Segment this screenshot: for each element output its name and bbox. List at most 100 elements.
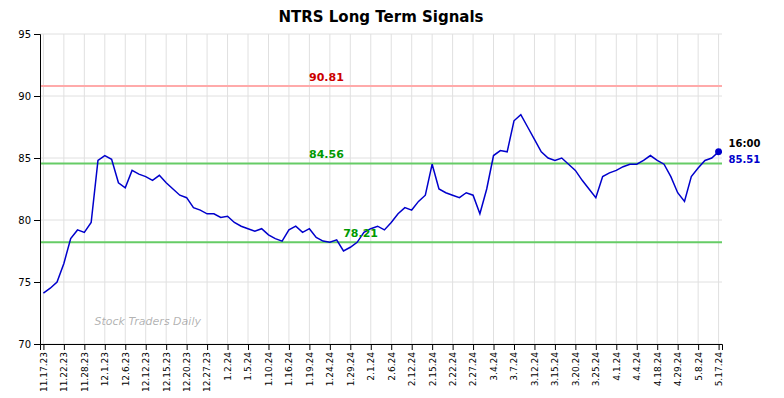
x-tick-label: 12.12.23 [141,352,151,392]
y-tick: 80 [18,215,40,226]
x-tick-label: 1.5.24 [243,352,253,381]
grid-line [63,34,64,344]
x-tick-mark [453,344,454,350]
grid-line [166,34,167,344]
y-tick: 70 [18,339,40,350]
grid-line [493,34,494,344]
y-tick: 85 [18,153,40,164]
reference-line [40,162,722,164]
grid-line [575,34,576,344]
reference-line [40,241,722,243]
x-tick: 1.2.24 [223,344,233,381]
x-tick-label: 1.2.24 [223,352,233,381]
x-tick-label: 1.29.24 [346,352,356,387]
x-tick: 1.19.24 [305,344,315,386]
title: NTRS Long Term Signals [278,8,483,26]
x-tick-mark [555,344,556,350]
x-tick-mark [596,344,597,350]
grid-line [350,34,351,344]
x-tick-mark [105,344,106,350]
annotations: 90.8184.5678.2116:0085.51Stock Traders D… [95,71,761,328]
x-tick-mark [637,344,638,350]
x-tick-label: 4.18.24 [653,352,663,387]
grid-line [534,34,535,344]
y-tick-mark [34,158,40,159]
x-tick: 11.17.23 [39,344,49,392]
x-tick: 2.15.24 [428,344,438,386]
x-tick: 12.15.23 [162,344,172,392]
y-tick-mark [34,220,40,221]
x-tick: 5.17.24 [714,344,724,386]
reference-label: 90.81 [309,71,344,84]
plot: 11.17.2311.22.2311.28.2312.1.2312.6.2312… [18,29,760,392]
grid-line [554,34,555,344]
x-tick-mark [514,344,515,350]
x-tick: 3.15.24 [550,344,560,386]
y-axis-line [34,35,41,345]
grid-line [595,34,596,344]
price-line [43,115,718,294]
x-tick: 12.20.23 [182,344,192,392]
y-tick-label: 75 [18,277,31,288]
x-tick-mark [473,344,474,350]
grid-line [636,34,637,344]
grid-line [288,34,289,344]
grid-line [391,34,392,344]
x-tick: 1.5.24 [243,344,253,381]
grid-line [104,34,105,344]
x-tick-label: 2.22.24 [448,352,458,387]
x-tick-mark [64,344,65,350]
x-tick-mark [494,344,495,350]
grid-line [40,220,722,221]
x-tick: 2.27.24 [468,344,478,386]
x-axis-line [41,345,723,351]
grid-line [40,158,722,159]
x-tick-label: 2.15.24 [428,352,438,387]
grid-line [677,34,678,344]
x-tick-mark [391,344,392,350]
grid-line [40,282,722,283]
grid-line [84,34,85,344]
x-tick: 4.18.24 [653,344,663,386]
x-tick: 2.6.24 [387,344,397,381]
x-tick-mark [350,344,351,350]
x-tick-label: 12.15.23 [162,352,172,392]
x-tick-label: 12.20.23 [182,352,192,392]
y-tick-label: 90 [18,91,31,102]
x-tick: 1.24.24 [325,344,335,386]
grid-line [43,34,44,344]
x-tick-mark [719,344,720,350]
x-tick: 2.22.24 [448,344,458,386]
x-tick-mark [616,344,617,350]
chart: NTRS Long Term Signals11.17.2311.22.2311… [0,0,784,398]
x-tick-label: 4.1.24 [612,352,622,381]
x-tick-mark [125,344,126,350]
last-value-label: 85.51 [729,154,761,165]
x-tick-mark [698,344,699,350]
x-tick-mark [678,344,679,350]
x-tick-label: 12.1.23 [100,352,110,386]
grid-line [718,34,719,344]
x-tick-label: 2.12.24 [407,352,417,387]
x-tick-mark [657,344,658,350]
reference-line [40,85,722,87]
x-tick-mark [228,344,229,350]
x-tick-mark [84,344,85,350]
x-tick: 3.7.24 [509,344,519,381]
x-tick: 4.4.24 [632,344,642,381]
x-tick-label: 12.27.23 [202,352,212,392]
reference-label: 78.21 [343,227,378,240]
x-tick: 2.1.24 [366,344,376,381]
x-tick-mark [330,344,331,350]
x-axis: 11.17.2311.22.2311.28.2312.1.2312.6.2312… [39,344,724,392]
x-tick-label: 3.7.24 [509,352,519,381]
x-tick: 12.1.23 [100,344,110,386]
y-tick-mark [34,344,40,345]
x-tick: 1.10.24 [264,344,274,386]
last-time-label: 16:00 [729,138,761,149]
x-tick-mark [207,344,208,350]
x-tick-label: 1.24.24 [325,352,335,387]
x-tick: 11.28.23 [80,344,90,392]
y-tick-label: 95 [18,29,31,40]
x-tick-label: 2.1.24 [366,352,376,381]
